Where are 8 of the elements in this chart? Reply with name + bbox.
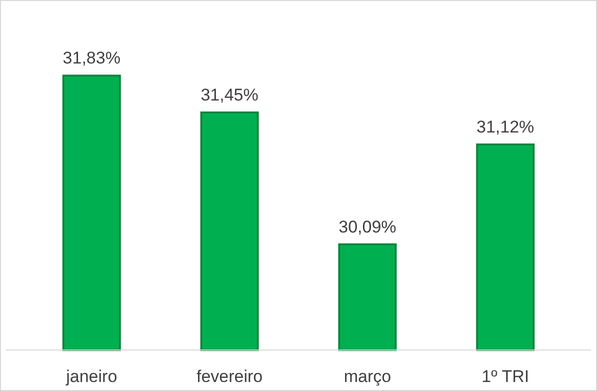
data-label: 31,83%	[62, 48, 120, 68]
data-label: 30,09%	[338, 217, 396, 236]
x-tick-label: fevereiro	[196, 367, 263, 386]
x-tick-label: março	[344, 367, 392, 386]
x-tick-label: janeiro	[65, 367, 118, 386]
data-label: 31,12%	[476, 117, 534, 136]
x-tick-label: 1º TRI	[482, 367, 530, 386]
data-label: 31,45%	[200, 85, 258, 104]
